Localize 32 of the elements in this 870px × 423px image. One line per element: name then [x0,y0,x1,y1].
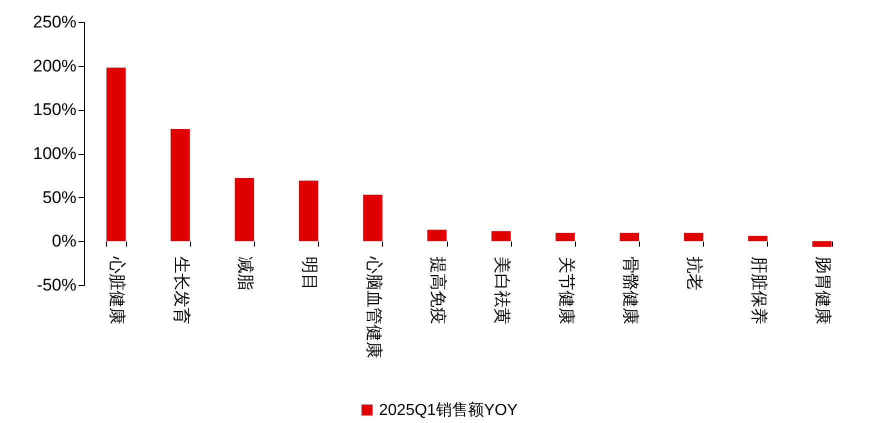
x-tick-label: 美白祛黄 [492,256,512,325]
x-tick-label: 减脂 [236,256,255,291]
x-tick-label: 提高免疫 [428,256,448,325]
x-tick-label: 心脏健康 [108,256,127,325]
y-tick-label: 50% [42,188,76,207]
x-tick-label: 肠胃健康 [813,256,832,325]
bar [298,180,318,242]
bar [106,68,126,242]
x-tick-label: 生长发育 [172,256,191,325]
x-tick-label: 心脑血管健康 [364,256,384,359]
bar [556,232,575,242]
y-tick-label: 250% [33,12,76,32]
bar [427,230,447,242]
x-tick-label: 肝脏保养 [749,256,768,325]
y-tick-label: -50% [36,276,76,294]
y-tick-label: 100% [33,144,76,163]
bar [234,178,254,242]
x-tick-label: 抗老 [685,256,704,291]
x-tick-label: 骨骼健康 [620,256,640,325]
bar [620,232,640,242]
bar [684,232,704,242]
bar [363,194,382,242]
x-tick-label: 关节健康 [556,256,576,325]
y-tick-label: 0% [52,232,76,251]
bar [748,236,768,242]
y-tick-label: 150% [33,100,76,120]
x-tick-label: 明目 [300,256,320,291]
bar [491,231,511,242]
legend-label: 2025Q1销售额YOY [379,401,518,419]
y-tick-label: 200% [33,56,76,76]
bar [170,128,190,242]
bar [812,241,832,247]
